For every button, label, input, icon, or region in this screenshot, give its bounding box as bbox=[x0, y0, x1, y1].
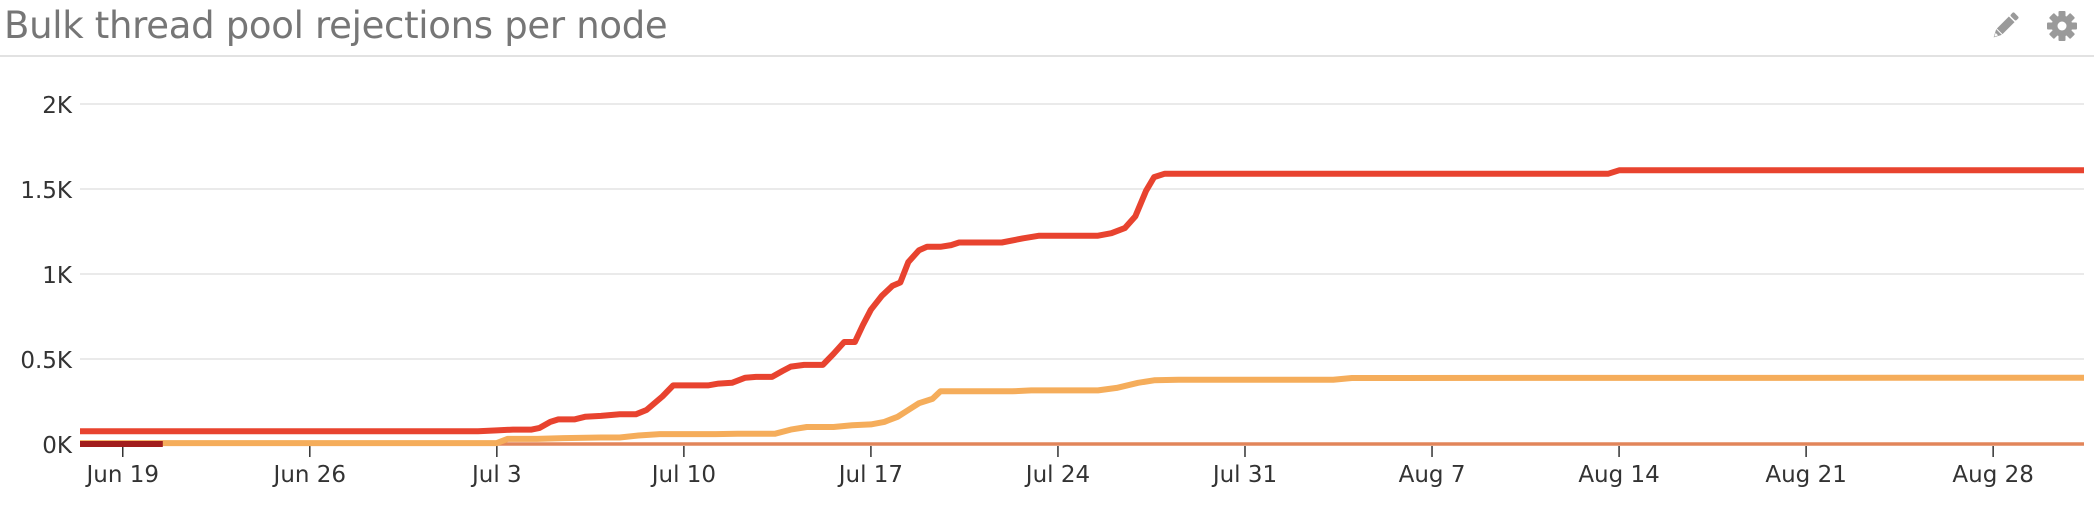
gear-icon[interactable] bbox=[2044, 8, 2080, 44]
series-line-node-2 bbox=[80, 374, 2085, 447]
x-tick-label: Aug 21 bbox=[1765, 462, 1847, 488]
widget-title: Bulk thread pool rejections per node bbox=[4, 4, 668, 47]
x-tick-label: Aug 28 bbox=[1952, 462, 2034, 488]
x-tick-label: Jul 3 bbox=[470, 462, 522, 488]
series-line-node-1 bbox=[80, 167, 2084, 435]
x-tick-label: Jul 31 bbox=[1211, 462, 1277, 488]
pencil-icon[interactable] bbox=[1987, 8, 2023, 44]
y-tick-label: 1.5K bbox=[20, 178, 73, 204]
x-tick-label: Aug 7 bbox=[1399, 462, 1466, 488]
widget-header: Bulk thread pool rejections per node bbox=[0, 0, 2094, 57]
x-tick-label: Jul 17 bbox=[837, 462, 903, 488]
x-tick-label: Jul 10 bbox=[650, 462, 716, 488]
y-tick-label: 1K bbox=[42, 263, 73, 289]
x-tick-label: Jun 26 bbox=[272, 462, 347, 488]
x-tick-label: Aug 14 bbox=[1578, 462, 1660, 488]
y-tick-label: 0K bbox=[42, 433, 73, 459]
y-tick-label: 0.5K bbox=[20, 348, 73, 374]
x-tick-label: Jul 24 bbox=[1024, 462, 1090, 488]
x-tick-label: Jun 19 bbox=[84, 462, 159, 488]
line-chart: 0K 0.5K 1K 1.5K 2K Jun 19 Jun 26 Jul 3 Jul 10 Jul… bbox=[0, 56, 2094, 507]
y-tick-label: 2K bbox=[42, 93, 73, 119]
chart-canvas: 0K 0.5K 1K 1.5K 2K Jun 19 Jun 26 Jul 3 Jul 10 Jul… bbox=[20, 93, 2085, 488]
